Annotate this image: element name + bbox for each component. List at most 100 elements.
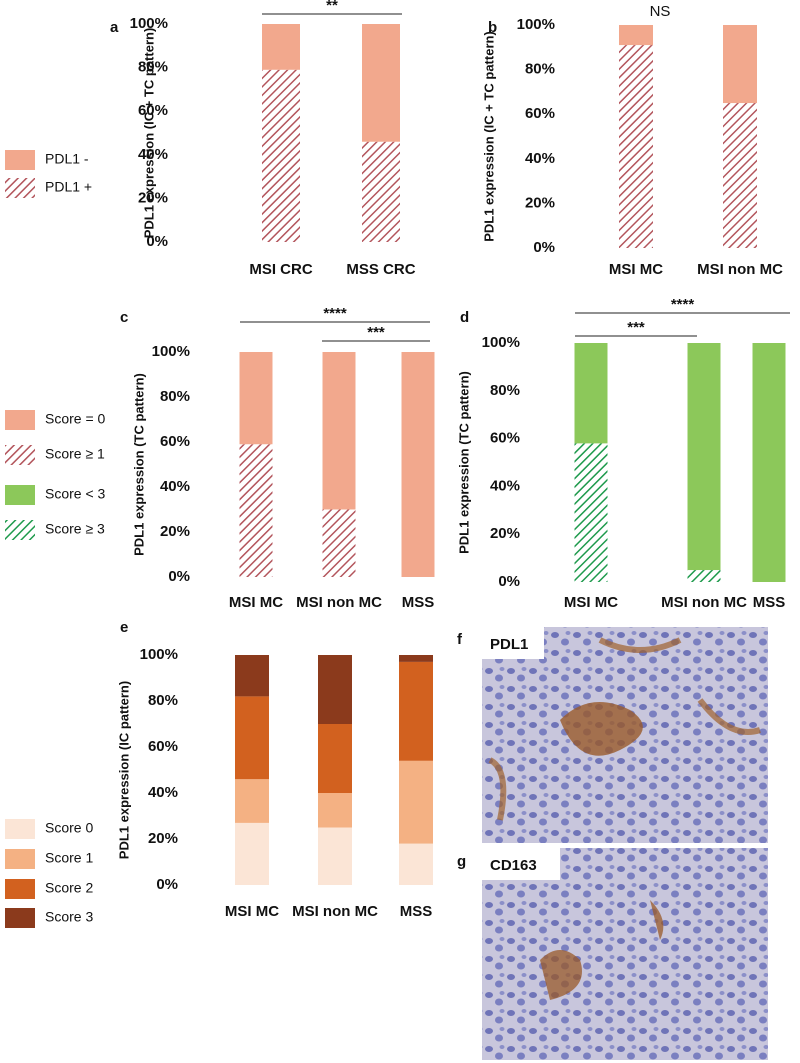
legend-swatch	[5, 819, 35, 839]
image-label: PDL1	[490, 636, 528, 653]
panel-letter: c	[120, 309, 128, 326]
panel-letter: f	[457, 631, 463, 648]
legend-swatch	[5, 150, 35, 170]
y-tick-label: 0%	[498, 573, 520, 590]
legend-label: Score 2	[45, 880, 93, 896]
y-tick-label: 40%	[160, 478, 190, 495]
y-axis-label: PDL1 expression (IC + TC pattern)	[141, 28, 156, 239]
y-tick-label: 60%	[148, 738, 178, 755]
bar-segment	[399, 655, 433, 662]
legend-swatch	[5, 485, 35, 505]
y-tick-label: 0%	[156, 876, 178, 893]
legend-swatch	[5, 879, 35, 899]
legend-label: Score ≥ 3	[45, 521, 105, 537]
x-tick-label: MSI non MC	[292, 903, 378, 920]
y-tick-label: 40%	[138, 146, 168, 163]
bar-segment	[318, 793, 352, 828]
y-tick-label: 80%	[160, 388, 190, 405]
bar-segment	[235, 696, 269, 780]
legend-swatch	[5, 445, 35, 465]
x-tick-label: MSI MC	[225, 903, 279, 920]
y-tick-label: 80%	[148, 692, 178, 709]
micrograph-f: PDL1 f	[457, 627, 768, 843]
legend-label: Score < 3	[45, 486, 106, 502]
legend-swatch	[5, 908, 35, 928]
legend-label: PDL1 -	[45, 151, 89, 167]
bar-segment	[262, 69, 300, 242]
bar-segment	[235, 779, 269, 823]
bar-segment	[752, 343, 786, 582]
y-tick-label: 40%	[525, 150, 555, 167]
y-tick-label: 40%	[490, 477, 520, 494]
significance-label: ****	[671, 296, 695, 313]
significance-label: ***	[367, 324, 385, 341]
bar-segment	[399, 843, 433, 885]
significance-label: ***	[627, 319, 645, 336]
bar-segment	[399, 661, 433, 761]
x-tick-label: MSI non MC	[661, 594, 747, 611]
legend-label: Score ≥ 1	[45, 446, 105, 462]
panel-letter: a	[110, 19, 119, 36]
micrograph-g: CD163 g	[457, 848, 768, 1060]
panel-letter: d	[460, 309, 469, 326]
x-tick-label: MSS CRC	[346, 261, 415, 278]
y-tick-label: 100%	[152, 343, 190, 360]
x-tick-label: MSI CRC	[249, 261, 313, 278]
y-tick-label: 20%	[138, 189, 168, 206]
bar-segment	[322, 352, 356, 510]
bar-segment	[318, 655, 352, 724]
y-tick-label: 60%	[160, 433, 190, 450]
y-tick-label: 0%	[533, 239, 555, 256]
y-tick-label: 80%	[138, 59, 168, 76]
bar-segment	[619, 25, 653, 46]
significance-label: ****	[323, 305, 347, 322]
x-tick-label: MSS	[402, 594, 435, 611]
y-tick-label: 60%	[490, 430, 520, 447]
y-tick-label: 100%	[130, 15, 168, 32]
image-label: CD163	[490, 857, 537, 874]
legend-label: PDL1 +	[45, 179, 92, 195]
bar-segment	[235, 822, 269, 885]
y-tick-label: 0%	[168, 568, 190, 585]
y-tick-label: 0%	[146, 233, 168, 250]
bar-segment	[687, 343, 721, 571]
x-tick-label: MSI MC	[609, 261, 663, 278]
panel-letter: e	[120, 619, 128, 636]
bar-segment	[362, 141, 400, 242]
legend-label: Score 1	[45, 850, 93, 866]
x-tick-label: MSI non MC	[697, 261, 783, 278]
y-tick-label: 20%	[525, 194, 555, 211]
y-tick-label: 60%	[525, 105, 555, 122]
bar-segment	[574, 443, 608, 582]
bar-segment	[318, 827, 352, 885]
bar-segment	[362, 24, 400, 142]
x-tick-label: MSS	[400, 903, 433, 920]
legend-swatch	[5, 520, 35, 540]
bar-segment	[574, 343, 608, 444]
legend-swatch	[5, 849, 35, 869]
bar-segment	[687, 570, 721, 582]
y-tick-label: 40%	[148, 784, 178, 801]
y-tick-label: 100%	[517, 16, 555, 33]
y-tick-label: 20%	[148, 830, 178, 847]
y-tick-label: 80%	[525, 61, 555, 78]
y-tick-label: 100%	[140, 646, 178, 663]
panel-letter: g	[457, 853, 466, 870]
bar-segment	[262, 24, 300, 70]
bar-segment	[239, 444, 273, 577]
bar-segment	[619, 45, 653, 248]
y-axis-label: PDL1 expression (IC + TC pattern)	[481, 31, 496, 242]
panel-letter: b	[488, 19, 497, 36]
y-tick-label: 20%	[490, 525, 520, 542]
x-tick-label: MSI non MC	[296, 594, 382, 611]
legend-label: Score 3	[45, 909, 93, 925]
significance-label: NS	[650, 3, 671, 20]
legend-swatch	[5, 410, 35, 430]
x-tick-label: MSI MC	[564, 594, 618, 611]
bar-segment	[322, 509, 356, 577]
y-axis-label: PDL1 expression (TC pattern)	[456, 371, 471, 554]
bar-segment	[399, 760, 433, 844]
bar-segment	[239, 352, 273, 445]
y-tick-label: 80%	[490, 382, 520, 399]
